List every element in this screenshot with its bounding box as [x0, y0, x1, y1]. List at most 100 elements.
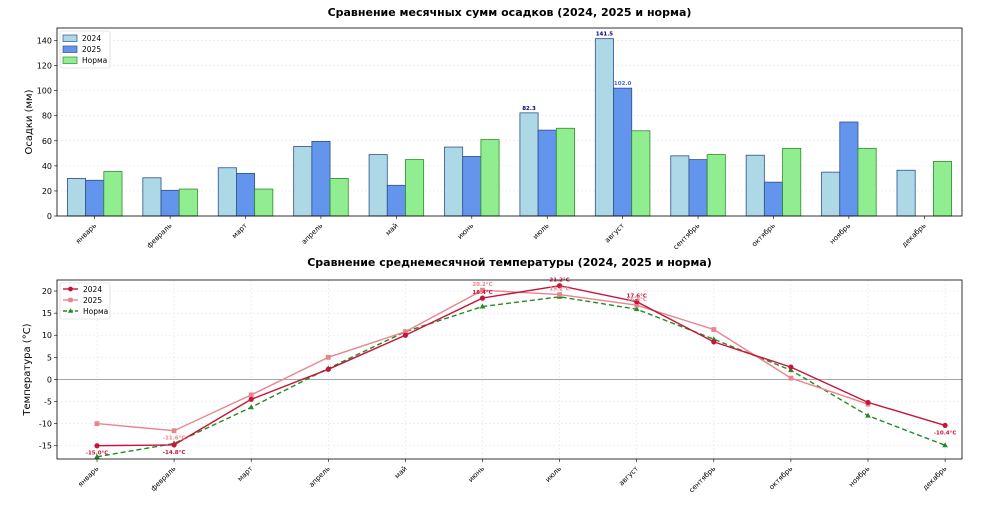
bar-2025-ноябрь: [839, 121, 859, 217]
bar-data-label: 102.0: [614, 81, 632, 87]
line-point-2025-сентябрь: [711, 327, 717, 332]
line-ytick-label: 10: [42, 331, 52, 340]
line-point-2025-август: [634, 302, 640, 308]
bar-2024-декабрь: [896, 169, 916, 217]
bar-2024-май: [368, 154, 388, 217]
bar-2025-март: [236, 172, 256, 217]
line-data-label: -15.0°C: [86, 451, 109, 457]
bar-2024-февраль: [142, 177, 162, 217]
line-legend-label: Норма: [83, 307, 108, 316]
bar-2024-июль: [519, 112, 539, 217]
bar-legend-label: 2024: [82, 34, 101, 43]
bar-2024-октябрь: [745, 154, 765, 217]
line-xtick-label: ноябрь: [847, 465, 871, 489]
bar-2025-август: [613, 87, 633, 217]
line-xtick-label: март: [236, 465, 254, 483]
line-point-2024-февраль: [171, 442, 177, 448]
bar-ytick-label: 20: [42, 187, 52, 196]
bar-2024-август: [594, 38, 614, 217]
bar-xtick-label: ноябрь: [828, 222, 852, 246]
bar-2025-июнь: [462, 156, 482, 217]
line-legend: 2024 2025 Норма: [59, 282, 111, 320]
bar-Норма-октябрь: [782, 147, 802, 217]
line-legend-marker: [68, 286, 73, 292]
line-point-2024-январь: [94, 443, 100, 449]
line-point-2024-апрель: [325, 366, 331, 372]
bar-Норма-август: [631, 130, 651, 217]
bar-2024-апрель: [293, 146, 313, 217]
line-legend-box: [59, 282, 111, 320]
line-data-label: 19.2°C: [549, 287, 569, 293]
line-plot-frame: [56, 279, 963, 460]
line-point-Норма-август: [633, 306, 640, 312]
bar-xtick-label: апрель: [300, 222, 324, 246]
bar-legend: 2024 2025 Норма: [59, 30, 111, 69]
bar-ytick-label: 80: [42, 112, 52, 121]
bar-y-axis-label: Осадки (мм): [24, 89, 35, 154]
line-legend-label: 2024: [83, 285, 102, 294]
line-xtick-label: сентябрь: [688, 465, 718, 495]
line-point-2025-февраль: [171, 428, 177, 434]
line-xtick-label: январь: [77, 465, 101, 489]
line-ytick-label: 20: [42, 287, 52, 296]
bar-legend-label: Норма: [82, 56, 107, 65]
line-data-label: 17.6°C: [627, 294, 647, 300]
line-ytick-label: 5: [47, 353, 52, 362]
line-ytick-label: -10: [39, 420, 52, 429]
bar-2024-сентябрь: [670, 155, 690, 217]
bar-plot-frame: [56, 27, 963, 217]
line-legend-label: 2025: [83, 296, 102, 305]
line-point-Норма-март: [248, 404, 254, 410]
bar-xtick-label: сентябрь: [672, 222, 702, 252]
line-y-axis-label: Температура (°C): [22, 323, 33, 416]
bar-chart: Сравнение месячных сумм осадков (2024, 2…: [24, 6, 963, 252]
bar-2024-март: [217, 167, 237, 217]
line-ytick-label: -5: [44, 398, 52, 407]
line-point-2024-декабрь: [942, 422, 948, 429]
line-xtick-label: май: [393, 465, 409, 481]
line-point-Норма-июнь: [479, 303, 486, 309]
bar-Норма-февраль: [178, 188, 198, 217]
line-point-2024-май: [402, 332, 408, 338]
line-point-2025-июнь: [480, 287, 485, 293]
bar-2024-январь: [67, 177, 87, 217]
line-series-Норма: [96, 296, 946, 458]
line-point-2025-октябрь: [788, 375, 794, 381]
bar-ytick-label: 140: [37, 37, 52, 46]
line-point-2024-октябрь: [788, 364, 794, 370]
bar-2025-октябрь: [763, 181, 783, 217]
line-data-label: 21.2°C: [549, 278, 569, 284]
line-data-label: -10.4°C: [934, 430, 957, 436]
line-legend-marker: [68, 297, 73, 303]
line-ytick-label: 15: [42, 309, 52, 318]
bar-2025-февраль: [160, 189, 180, 217]
bar-2025-апрель: [311, 141, 331, 217]
bar-xtick-label: октябрь: [750, 222, 777, 249]
line-ytick-label: -15: [39, 442, 52, 451]
bar-Норма-ноябрь: [857, 147, 877, 217]
line-data-label: 18.4°C: [472, 290, 492, 296]
bar-data-label: 82.3: [522, 106, 536, 112]
line-xtick-label: июль: [544, 465, 563, 484]
bar-xtick-label: март: [231, 222, 249, 240]
line-point-Норма-ноябрь: [865, 412, 871, 418]
bar-xtick-label: август: [603, 222, 626, 245]
bar-Норма-апрель: [329, 177, 349, 217]
line-series-2024: [96, 284, 946, 447]
bar-ytick-label: 100: [37, 87, 52, 96]
line-point-2024-март: [248, 396, 254, 402]
line-data-label: 16.8°C: [627, 297, 647, 303]
bar-legend-swatch-Норма: [62, 56, 78, 64]
bar-xtick-label: май: [384, 222, 400, 238]
bar-ytick-label: 60: [42, 137, 52, 146]
line-data-label: -14.8°C: [163, 450, 186, 456]
bar-xtick-label: июль: [531, 222, 550, 241]
line-point-2025-апрель: [325, 354, 331, 360]
line-chart-title: Сравнение среднемесячной температуры (20…: [307, 256, 712, 269]
line-point-2025-январь: [94, 421, 100, 427]
bar-legend-swatch-2024: [62, 34, 78, 42]
bar-data-label: 141.5: [596, 32, 614, 38]
line-data-label: -11.6°C: [163, 436, 186, 442]
